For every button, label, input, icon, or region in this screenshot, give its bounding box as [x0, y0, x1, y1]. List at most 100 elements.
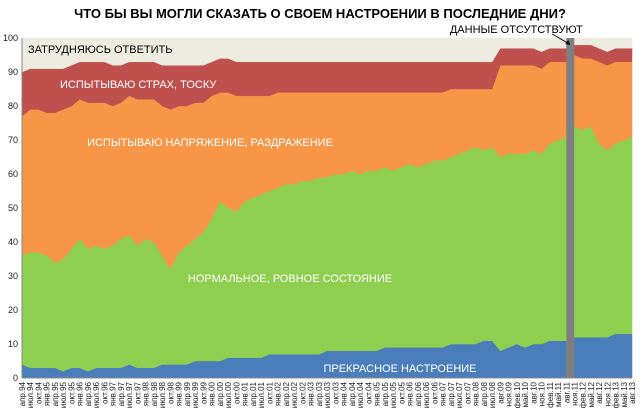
y-tick-label: 20: [8, 305, 18, 315]
y-tick-label: 30: [8, 271, 18, 281]
y-tick-label: 0: [13, 373, 18, 383]
y-tick-label: 70: [8, 135, 18, 145]
x-tick-label: июл.06: [422, 381, 431, 408]
x-tick-label: янв.02: [274, 381, 283, 406]
x-tick-label: окт.05: [397, 381, 406, 403]
x-tick-label: окт.02: [298, 381, 307, 403]
x-tick-label: июл.07: [455, 381, 464, 408]
series-area-4-part2: [574, 37, 633, 52]
x-tick-label: окт.94: [35, 381, 44, 403]
x-tick-label: ноя.11: [570, 381, 579, 405]
x-tick-label: фев.13: [612, 381, 621, 408]
series-label-3: ИСПЫТЫВАЮ СТРАХ, ТОСКУ: [60, 79, 217, 91]
x-tick-label: апр.02: [282, 381, 291, 406]
x-tick-label: окт.99: [199, 381, 208, 403]
x-tick-label: окт.07: [463, 381, 472, 403]
y-tick-label: 50: [8, 203, 18, 213]
x-tick-label: июл.03: [323, 381, 332, 408]
x-tick-label: июл.00: [224, 381, 233, 408]
x-tick-label: авг.11: [562, 381, 571, 403]
series-label-4: ЗАТРУДНЯЮСЬ ОТВЕТИТЬ: [28, 44, 173, 56]
no-data-annotation: ДАННЫЕ ОТСУТСТВУЮТ: [450, 24, 583, 36]
x-tick-label: фев.10: [513, 381, 522, 408]
x-tick-label: июл.04: [356, 381, 365, 408]
x-tick-label: апр.08: [480, 381, 489, 406]
x-tick-label: авг.09: [496, 381, 505, 403]
y-tick-label: 10: [8, 339, 18, 349]
y-tick-label: 40: [8, 237, 18, 247]
x-tick-label: июл.94: [26, 381, 35, 408]
x-tick-label: май.12: [587, 381, 596, 407]
x-tick-label: июл.97: [125, 381, 134, 408]
x-tick-label: апр.95: [51, 381, 60, 406]
x-tick-label: апр.99: [183, 381, 192, 406]
gap-marker: ДАННЫЕ ОТСУТСТВУЮТ: [450, 24, 583, 378]
x-tick-label: окт.98: [166, 381, 175, 403]
x-tick-label: июл.02: [290, 381, 299, 408]
x-tick-label: фев.12: [579, 381, 588, 408]
x-tick-label: янв.07: [439, 381, 448, 406]
x-tick-label: окт.01: [265, 381, 274, 403]
x-tick-label: апр.96: [84, 381, 93, 406]
series-label-0: ПРЕКРАСНОЕ НАСТРОЕНИЕ: [323, 363, 476, 375]
x-tick-label: янв.04: [340, 381, 349, 406]
series-label-1: НОРМАЛЬНОЕ, РОВНОЕ СОСТОЯНИЕ: [188, 273, 392, 285]
x-tick-label: янв.01: [241, 381, 250, 406]
x-tick-label: май.11: [554, 381, 563, 406]
x-tick-label: авг.12: [595, 381, 604, 403]
x-tick-label: окт.00: [232, 381, 241, 403]
x-tick-label: апр.07: [447, 381, 456, 406]
x-tick-label: апр.98: [150, 381, 159, 406]
x-tick-label: июл.01: [257, 381, 266, 408]
no-data-arrow: [552, 33, 570, 45]
x-tick-label: фев.11: [546, 381, 555, 407]
x-tick-label: янв.99: [175, 381, 184, 406]
x-tick-label: июл.95: [59, 381, 68, 408]
x-tick-label: окт.97: [134, 381, 143, 403]
x-tick-label: апр.97: [117, 381, 126, 406]
x-tick-label: апр.05: [381, 381, 390, 406]
x-tick-label: янв.03: [307, 381, 316, 406]
x-tick-label: авг.13: [628, 381, 637, 403]
series-labels: ПРЕКРАСНОЕ НАСТРОЕНИЕ НОРМАЛЬНОЕ, РОВНОЕ …: [28, 44, 477, 375]
x-tick-label: апр.01: [249, 381, 258, 406]
x-tick-label: янв.00: [208, 381, 217, 406]
y-tick-label: 100: [3, 33, 18, 43]
x-tick-label: июл.98: [158, 381, 167, 408]
x-tick-label: янв.97: [109, 381, 118, 406]
x-tick-label: июл.05: [389, 381, 398, 408]
x-tick-label: июл.08: [488, 381, 497, 408]
x-tick-label: янв.98: [142, 381, 151, 406]
x-tick-label: окт.03: [331, 381, 340, 403]
no-data-arrowhead: [565, 40, 571, 45]
x-tick-label: янв.08: [472, 381, 481, 406]
x-tick-label: май.13: [620, 381, 629, 407]
x-tick-label: авг.10: [529, 381, 538, 403]
x-tick-label: янв.05: [373, 381, 382, 406]
axes: 0 10 20 30 40 50 60 70 80 90 100 апр.94 июл.94 окт.94…: [3, 33, 637, 408]
x-tick-label: апр.03: [315, 381, 324, 406]
series-area-0-part2: [574, 333, 633, 379]
x-tick-label: ноя.09: [505, 381, 514, 406]
series-areas: [21, 37, 633, 379]
x-tick-label: окт.06: [430, 381, 439, 403]
series-area-1-part2: [574, 126, 633, 338]
y-tick-label: 90: [8, 67, 18, 77]
x-tick-label: янв.95: [43, 381, 52, 406]
x-tick-label: окт.04: [364, 381, 373, 403]
x-tick-label: окт.96: [101, 381, 110, 403]
x-tick-label: июл.96: [92, 381, 101, 408]
x-tick-label: апр.06: [414, 381, 423, 406]
x-tick-label: ноя.10: [538, 381, 547, 406]
x-tick-label: апр.00: [216, 381, 225, 406]
y-tick-label: 60: [8, 169, 18, 179]
x-tick-label: апр.04: [348, 381, 357, 406]
x-tick-label: ноя.12: [603, 381, 612, 406]
chart-title: ЧТО БЫ ВЫ МОГЛИ СКАЗАТЬ О СВОЕМ НАСТРОЕН…: [74, 6, 566, 21]
no-data-bar: [566, 38, 575, 378]
x-tick-label: май.10: [521, 381, 530, 407]
x-tick-label: апр.94: [18, 381, 27, 406]
y-tick-label: 80: [8, 101, 18, 111]
x-tick-label: янв.06: [406, 381, 415, 406]
